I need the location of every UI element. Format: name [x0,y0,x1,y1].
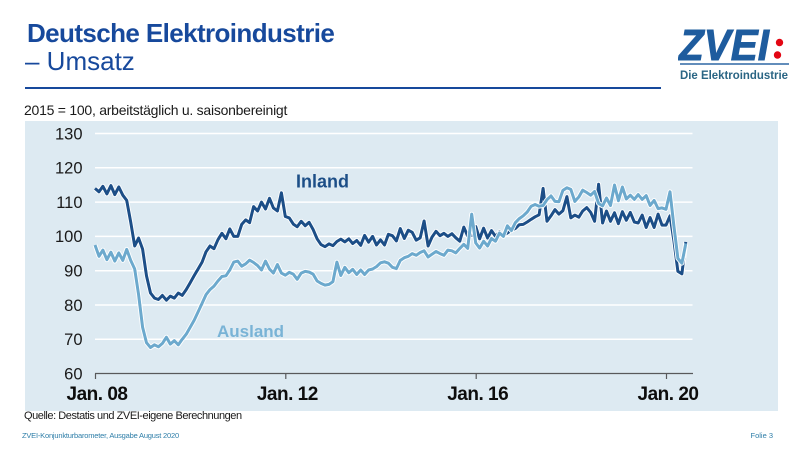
svg-text:80: 80 [64,297,82,315]
svg-text:130: 130 [55,125,83,143]
svg-text:100: 100 [55,228,83,246]
svg-text:110: 110 [56,194,82,212]
svg-text:90: 90 [64,263,82,281]
svg-text:Die Elektroindustrie: Die Elektroindustrie [680,70,788,82]
svg-text:Ausland: Ausland [217,322,284,341]
svg-text:Jan. 16: Jan. 16 [447,384,508,405]
svg-text:Jan. 20: Jan. 20 [638,384,699,405]
svg-text:Inland: Inland [296,172,349,192]
svg-text:Jan. 12: Jan. 12 [257,384,318,405]
svg-text:120: 120 [55,160,83,178]
svg-text:Jan. 08: Jan. 08 [67,384,128,405]
svg-text:70: 70 [64,331,82,349]
svg-text:ZVEI: ZVEI [678,22,770,70]
svg-text:60: 60 [64,365,82,383]
